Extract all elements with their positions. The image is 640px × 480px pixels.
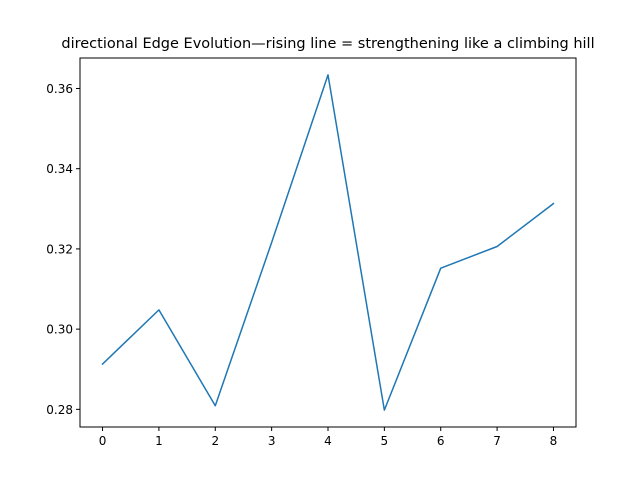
x-tick-label: 4 bbox=[324, 434, 332, 448]
x-tick-label: 2 bbox=[211, 434, 219, 448]
y-tick-label: 0.34 bbox=[46, 162, 73, 176]
plot-area bbox=[101, 74, 555, 411]
x-axis: 0 1 2 3 4 5 6 7 8 bbox=[99, 427, 558, 448]
y-tick-label: 0.30 bbox=[46, 323, 73, 337]
y-tick-label: 0.28 bbox=[46, 403, 73, 417]
y-tick-label: 0.36 bbox=[46, 82, 73, 96]
y-tick-label: 0.32 bbox=[46, 242, 73, 256]
x-tick-label: 5 bbox=[381, 434, 389, 448]
y-axis: 0.28 0.30 0.32 0.34 0.36 bbox=[46, 82, 80, 417]
x-tick-label: 6 bbox=[437, 434, 445, 448]
chart-title: directional Edge Evolution—rising line =… bbox=[61, 36, 594, 52]
x-tick-label: 7 bbox=[493, 434, 501, 448]
x-tick-label: 0 bbox=[99, 434, 107, 448]
x-tick-label: 1 bbox=[155, 434, 163, 448]
x-tick-label: 3 bbox=[268, 434, 276, 448]
series-line-0 bbox=[101, 74, 555, 411]
x-tick-label: 8 bbox=[550, 434, 558, 448]
